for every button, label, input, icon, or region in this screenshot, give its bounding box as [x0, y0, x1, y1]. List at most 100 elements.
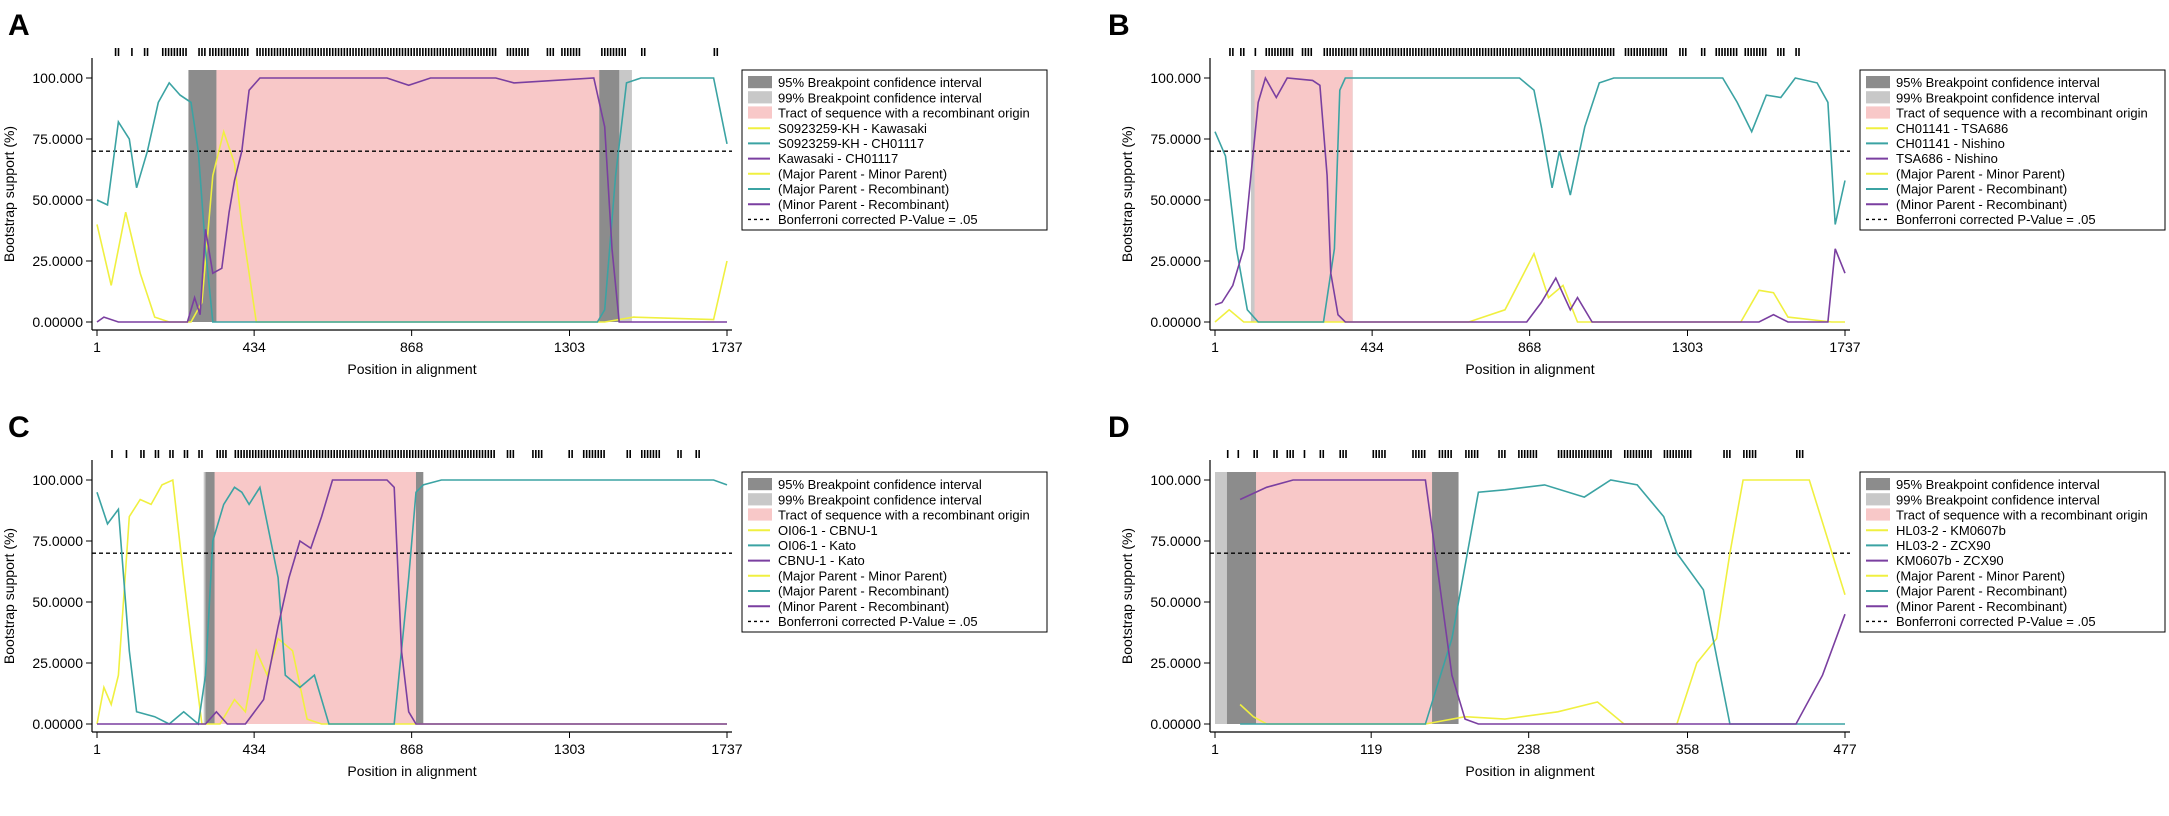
informative-site-tick — [540, 450, 543, 458]
informative-site-tick — [281, 450, 283, 458]
legend-label: (Major Parent - Minor Parent) — [778, 568, 947, 583]
panel-letter: C — [8, 411, 30, 444]
informative-site-tick — [1415, 48, 1417, 56]
informative-site-tick — [1645, 48, 1647, 56]
informative-site-tick — [1444, 48, 1446, 56]
informative-site-tick — [1359, 48, 1362, 56]
legend-swatch — [1866, 508, 1890, 521]
informative-site-tick — [603, 450, 605, 458]
x-tick-label: 868 — [400, 741, 424, 757]
informative-site-tick — [609, 48, 612, 56]
recombinant-tract — [1254, 70, 1353, 322]
informative-site-tick — [314, 48, 317, 56]
informative-site-tick — [278, 450, 280, 458]
informative-site-tick — [235, 48, 237, 56]
informative-site-tick — [240, 450, 242, 458]
informative-site-tick — [267, 48, 270, 56]
legend-label: HL03-2 - KM0607b — [1896, 523, 2006, 538]
ci99-region — [1250, 70, 1259, 322]
informative-site-tick — [1455, 48, 1458, 56]
informative-site-tick — [646, 450, 649, 458]
informative-site-tick — [1265, 48, 1268, 56]
informative-site-tick — [241, 48, 243, 56]
informative-site-tick — [1417, 48, 1420, 56]
informative-site-tick — [1282, 48, 1285, 56]
informative-site-tick — [435, 450, 437, 458]
informative-site-tick — [1578, 450, 1580, 458]
informative-site-tick — [1226, 450, 1229, 458]
informative-site-tick — [1743, 450, 1745, 458]
legend-label: (Major Parent - Recombinant) — [778, 182, 949, 197]
informative-site-tick — [1633, 48, 1636, 56]
y-tick-label: 100.000 — [32, 70, 83, 86]
informative-site-tick — [1268, 48, 1270, 56]
informative-site-tick — [1669, 450, 1672, 458]
informative-site-tick — [1256, 450, 1258, 458]
informative-site-tick — [1598, 48, 1600, 56]
informative-site-tick — [385, 450, 388, 458]
informative-site-tick — [243, 450, 245, 458]
informative-site-tick — [292, 450, 295, 458]
informative-site-tick — [154, 450, 157, 458]
legend-label: Bonferroni corrected P-Value = .05 — [1896, 212, 2096, 227]
y-tick-label: 100.000 — [1150, 70, 1201, 86]
informative-site-tick — [472, 450, 475, 458]
informative-site-tick — [323, 48, 325, 56]
legend-label: Tract of sequence with a recombinant ori… — [1896, 508, 2148, 523]
informative-site-tick — [1647, 48, 1650, 56]
informative-site-tick — [1362, 48, 1365, 56]
legend-label: 95% Breakpoint confidence interval — [778, 477, 982, 492]
informative-site-tick — [1470, 450, 1473, 458]
informative-site-tick — [345, 450, 347, 458]
informative-site-tick — [1508, 48, 1510, 56]
informative-site-tick — [1423, 48, 1426, 56]
informative-site-tick — [582, 450, 585, 458]
informative-site-tick — [226, 48, 229, 56]
informative-site-tick — [1345, 450, 1347, 458]
informative-site-tick — [114, 48, 117, 56]
informative-site-tick — [1798, 450, 1801, 458]
informative-site-tick — [176, 48, 179, 56]
legend-label: 95% Breakpoint confidence interval — [1896, 477, 2100, 492]
informative-site-tick — [1501, 450, 1503, 458]
informative-site-tick — [372, 48, 375, 56]
informative-site-tick — [237, 450, 240, 458]
informative-site-tick — [1684, 48, 1687, 56]
informative-site-tick — [1346, 48, 1349, 56]
informative-site-tick — [1572, 48, 1574, 56]
informative-site-tick — [1801, 450, 1804, 458]
informative-site-tick — [167, 48, 170, 56]
informative-site-tick — [1601, 450, 1604, 458]
informative-site-tick — [1532, 450, 1535, 458]
panel-letter: D — [1108, 411, 1130, 444]
informative-site-tick — [1304, 48, 1307, 56]
informative-site-tick — [1479, 48, 1481, 56]
informative-site-tick — [1510, 48, 1513, 56]
informative-site-tick — [311, 48, 314, 56]
informative-site-tick — [1686, 450, 1689, 458]
informative-site-tick — [1623, 450, 1626, 458]
informative-site-tick — [409, 450, 411, 458]
informative-site-tick — [143, 48, 146, 56]
informative-site-tick — [212, 48, 214, 56]
informative-site-tick — [1513, 48, 1516, 56]
informative-site-tick — [404, 48, 407, 56]
legend-label: S0923259-KH - Kawasaki — [778, 121, 927, 136]
y-axis-label: Bootstrap support (%) — [1, 126, 17, 262]
informative-site-tick — [392, 48, 395, 56]
informative-site-tick — [416, 48, 418, 56]
informative-site-tick — [340, 48, 343, 56]
informative-site-tick — [1665, 48, 1668, 56]
x-tick-label: 868 — [1518, 339, 1542, 355]
recombinant-tract — [214, 472, 416, 724]
informative-site-tick — [491, 48, 494, 56]
y-axis-label: Bootstrap support (%) — [1, 528, 17, 664]
informative-site-tick — [339, 450, 341, 458]
informative-site-tick — [1753, 48, 1755, 56]
informative-site-tick — [449, 450, 452, 458]
informative-site-tick — [1592, 450, 1595, 458]
informative-site-tick — [304, 450, 306, 458]
informative-site-tick — [1237, 450, 1240, 458]
informative-site-tick — [282, 48, 285, 56]
